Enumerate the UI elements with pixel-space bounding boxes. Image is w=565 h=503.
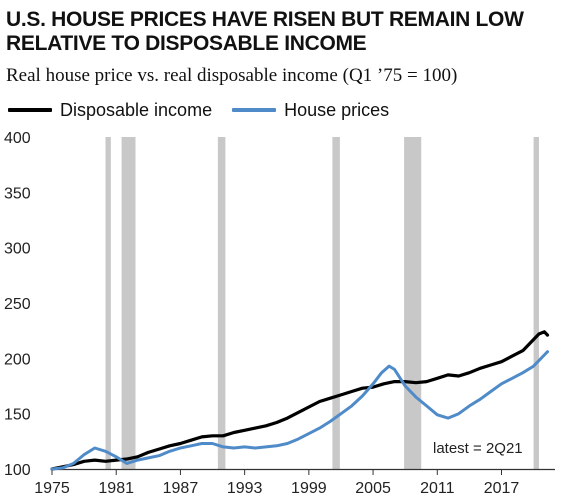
y-tick-label: 150 — [4, 407, 31, 424]
x-tick-label: 1999 — [291, 480, 327, 497]
y-tick-label: 100 — [4, 462, 31, 479]
x-tick-label: 2005 — [355, 480, 391, 497]
recession-band — [105, 137, 111, 469]
chart-subtitle: Real house price vs. real disposable inc… — [6, 65, 458, 86]
recession-band — [332, 137, 340, 469]
legend-item-house-prices: House prices — [232, 100, 389, 121]
x-tick-label: 2011 — [420, 480, 455, 497]
x-tick-label: 1981 — [98, 480, 134, 497]
y-axis-tick-labels: 100 150 200 250 300 350 400 — [4, 130, 31, 479]
legend-swatch-house-prices — [232, 108, 277, 112]
x-axis-ticks: 1975 1981 1987 1993 1999 2005 2011 2017 — [34, 469, 519, 497]
x-tick-label: 2017 — [484, 480, 520, 497]
legend-label-disposable-income: Disposable income — [60, 99, 213, 120]
y-tick-label: 400 — [4, 130, 31, 147]
y-tick-label: 200 — [4, 351, 31, 368]
y-tick-label: 250 — [4, 296, 31, 313]
legend-label-house-prices: House prices — [284, 99, 390, 120]
series-line-disposable-income — [50, 330, 550, 471]
series-line-house-prices — [50, 350, 549, 471]
recession-bands — [105, 137, 539, 469]
x-tick-label: 1975 — [34, 480, 70, 497]
x-tick-label: 1987 — [163, 480, 199, 497]
recession-band — [121, 137, 136, 469]
latest-annotation: latest = 2Q21 — [433, 440, 523, 457]
y-tick-label: 350 — [4, 185, 31, 202]
chart-legend: Disposable income House prices — [8, 98, 409, 122]
chart-title: U.S. HOUSE PRICES HAVE RISEN BUT REMAIN … — [6, 8, 524, 55]
recession-band — [217, 137, 226, 469]
recession-band — [404, 137, 422, 469]
legend-swatch-disposable-income — [8, 108, 52, 112]
x-tick-label: 1993 — [227, 480, 263, 497]
legend-item-disposable-income: Disposable income — [8, 100, 212, 121]
recession-band — [533, 137, 539, 469]
y-tick-label: 300 — [4, 241, 31, 258]
